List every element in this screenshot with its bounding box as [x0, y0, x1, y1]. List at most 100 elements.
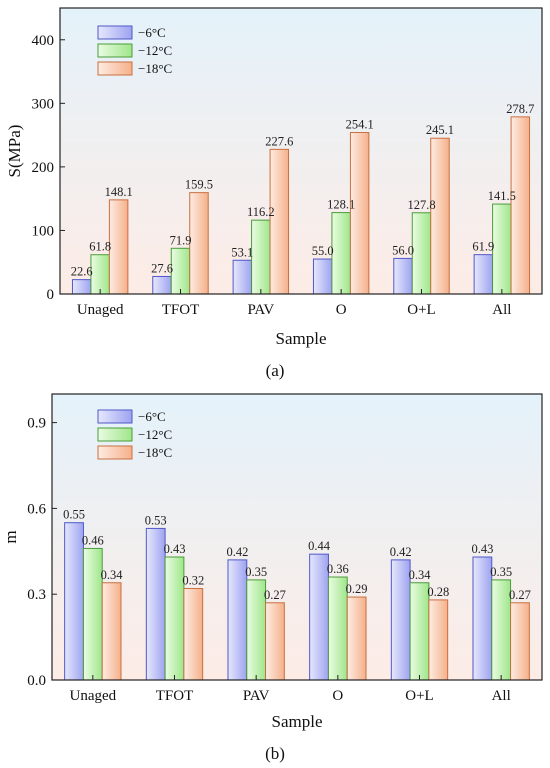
- bar-b-s1-c5: [491, 579, 512, 681]
- data-label-b-s1-c0: 0.46: [82, 533, 104, 547]
- data-label-b-s0-c0: 0.55: [63, 508, 85, 522]
- bar-b-s1-c1: [164, 556, 185, 681]
- x-axis-label-b: Sample: [272, 712, 323, 731]
- x-tick-label-b-1: TFOT: [156, 688, 194, 704]
- data-label-a-s1-c4: 127.8: [407, 198, 435, 212]
- y-ticks-b: 0.0 0.3 0.6 0.9: [27, 416, 57, 689]
- y-tick-label-a-3: 300: [32, 96, 55, 112]
- bar-b-s2-c5: [510, 602, 530, 681]
- x-tick-label-b-5: All: [492, 688, 511, 704]
- y-axis-label-a: S(MPa): [5, 125, 24, 178]
- legend-label-b-0: −6°C: [138, 409, 166, 424]
- legend-b: −6°C −12°C −18°C: [97, 409, 172, 460]
- bar-a-s1-c2: [251, 219, 271, 295]
- bar-b-s1-c4: [409, 582, 430, 681]
- data-label-b-s1-c4: 0.34: [409, 568, 432, 582]
- data-label-a-s1-c1: 71.9: [170, 233, 192, 247]
- bar-b-s0-c4: [390, 559, 411, 681]
- data-label-a-s2-c2: 227.6: [265, 134, 293, 148]
- bar-b-s2-c3: [346, 596, 367, 681]
- data-label-b-s0-c2: 0.42: [226, 545, 248, 559]
- bar-a-s0-c4: [393, 257, 413, 295]
- plot-frame-b: [51, 393, 543, 681]
- data-label-a-s0-c1: 27.6: [151, 261, 173, 275]
- x-tick-label-b-2: PAV: [243, 688, 270, 704]
- data-label-a-s2-c1: 159.5: [185, 178, 213, 192]
- legend-swatch-a-2: [97, 61, 133, 76]
- legend-swatch-a-0: [97, 25, 133, 40]
- bar-a-s0-c2: [232, 259, 253, 295]
- bar-a-s2-c1: [189, 192, 209, 295]
- bar-b-s0-c5: [472, 556, 493, 681]
- panel-label-a: (a): [266, 361, 285, 380]
- data-label-b-s1-c3: 0.36: [327, 562, 349, 576]
- data-label-b-s2-c4: 0.28: [427, 585, 449, 599]
- data-label-a-s2-c5: 278.7: [506, 102, 534, 116]
- bar-b-s2-c2: [265, 602, 285, 681]
- x-tick-label-a-2: PAV: [247, 302, 274, 318]
- x-ticks-a: Unaged TFOT PAV O O+L All: [77, 289, 511, 318]
- bar-a-s1-c5: [492, 203, 512, 295]
- chart-panel-b: 0.55 0.53 0.42 0.44 0.42 0.43 0.46 0.43 0.35 0.36…: [1, 393, 543, 763]
- data-label-b-s0-c4: 0.42: [390, 545, 412, 559]
- legend-a: −6°C −12°C −18°C: [97, 25, 172, 76]
- bar-a-s0-c0: [71, 279, 92, 295]
- x-axis-label-a: Sample: [276, 329, 327, 348]
- bar-a-s2-c0: [108, 199, 129, 295]
- bar-b-s0-c0: [64, 522, 84, 681]
- data-label-a-s2-c3: 254.1: [346, 118, 374, 132]
- data-label-b-s2-c3: 0.29: [346, 582, 368, 596]
- x-ticks-b: Unaged TFOT PAV O O+L All: [70, 675, 511, 704]
- data-label-a-s1-c2: 116.2: [247, 205, 275, 219]
- data-label-a-s1-c0: 61.8: [89, 240, 111, 254]
- x-tick-label-a-0: Unaged: [77, 302, 124, 318]
- data-label-b-s1-c2: 0.35: [245, 565, 267, 579]
- legend-swatch-b-2: [97, 445, 133, 460]
- legend-swatch-b-0: [97, 409, 133, 424]
- data-label-b-s2-c5: 0.27: [509, 588, 531, 602]
- bar-b-s0-c3: [309, 553, 329, 681]
- legend-label-b-2: −18°C: [138, 445, 172, 460]
- data-label-a-s1-c3: 128.1: [327, 198, 355, 212]
- data-label-b-s0-c1: 0.53: [145, 513, 167, 527]
- data-label-b-s2-c0: 0.34: [101, 568, 124, 582]
- bar-b-s1-c2: [246, 579, 267, 681]
- data-label-a-s0-c4: 56.0: [392, 243, 414, 257]
- data-labels-b: 0.55 0.53 0.42 0.44 0.42 0.43 0.46 0.43 0.35 0.36…: [63, 508, 531, 602]
- panel-label-b: (b): [265, 744, 285, 763]
- x-tick-label-a-1: TFOT: [162, 302, 200, 318]
- bar-b-s2-c0: [101, 582, 122, 681]
- bar-b-s0-c1: [145, 527, 166, 681]
- bar-a-s2-c4: [430, 137, 450, 295]
- plot-background-a: [60, 8, 542, 294]
- data-labels-a: 22.6 27.6 53.1 55.0 56.0 61.9 61.8 71.9 116.2 128…: [71, 102, 535, 279]
- x-tick-label-b-4: O+L: [405, 688, 433, 704]
- y-tick-label-a-2: 200: [32, 160, 55, 176]
- legend-label-a-1: −12°C: [138, 43, 172, 58]
- x-tick-label-b-0: Unaged: [70, 688, 117, 704]
- y-tick-label-a-4: 400: [32, 33, 55, 49]
- bar-a-s1-c1: [170, 247, 191, 295]
- bar-b-s1-c0: [82, 547, 103, 681]
- bar-a-s0-c3: [312, 258, 333, 295]
- x-tick-label-a-4: O+L: [407, 302, 435, 318]
- bar-a-s2-c3: [349, 132, 370, 295]
- data-label-a-s0-c0: 22.6: [71, 265, 93, 279]
- legend-swatch-b-1: [97, 427, 133, 442]
- y-ticks-a: 0 100 200 300 400: [32, 33, 65, 303]
- bar-b-s2-c4: [428, 599, 449, 681]
- data-label-b-s1-c1: 0.43: [164, 542, 186, 556]
- bar-a-s1-c0: [90, 254, 110, 295]
- y-tick-label-b-0: 0.0: [27, 673, 46, 689]
- bar-a-s2-c2: [269, 148, 290, 295]
- bar-a-s2-c5: [510, 116, 531, 295]
- plot-frame-a: [59, 7, 543, 295]
- legend-swatch-a-1: [97, 43, 133, 58]
- y-tick-label-b-3: 0.9: [27, 416, 46, 432]
- y-tick-label-a-1: 100: [32, 223, 55, 239]
- plot-background-b: [52, 394, 542, 680]
- chart-panel-a: 22.6 27.6 53.1 55.0 56.0 61.9 61.8 71.9 116.2 128…: [5, 7, 543, 380]
- data-label-b-s1-c5: 0.35: [490, 565, 512, 579]
- data-label-b-s2-c2: 0.27: [264, 588, 286, 602]
